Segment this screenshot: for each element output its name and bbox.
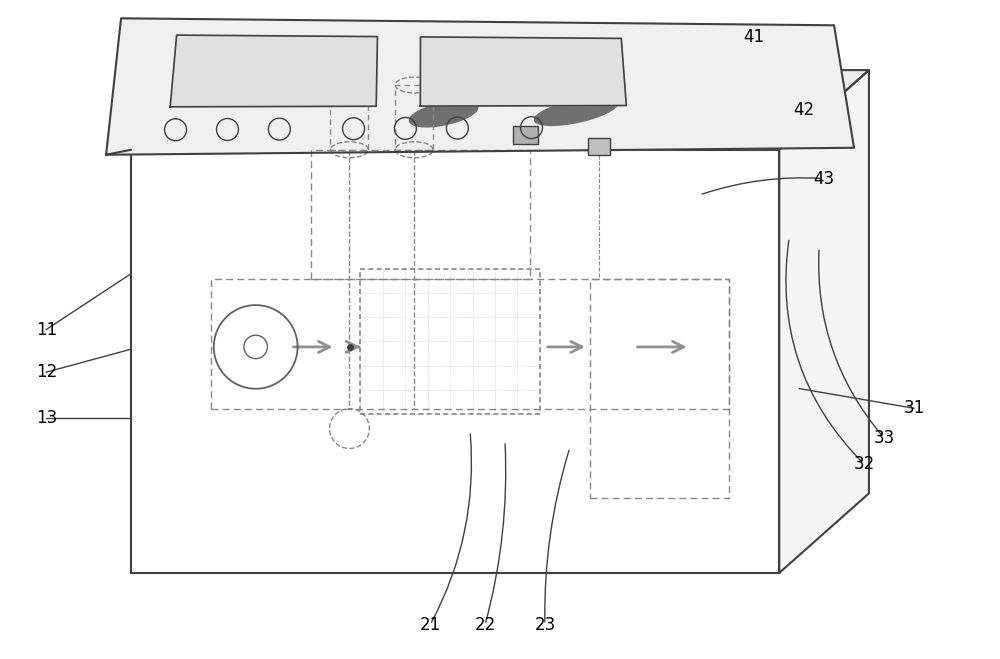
Text: 23: 23: [534, 616, 556, 634]
Text: 11: 11: [36, 320, 57, 339]
Text: 33: 33: [873, 429, 895, 447]
Bar: [588, 138, 610, 155]
Text: 31: 31: [903, 399, 924, 417]
Polygon shape: [106, 18, 854, 155]
Bar: [590, 279, 729, 498]
Bar: [513, 126, 538, 144]
Text: 13: 13: [36, 409, 57, 427]
Polygon shape: [420, 37, 626, 106]
Bar: [360, 270, 540, 414]
Text: 32: 32: [853, 455, 875, 473]
Bar: [330, 85, 368, 150]
Text: 12: 12: [36, 363, 57, 381]
Text: 42: 42: [794, 101, 815, 119]
Text: 43: 43: [814, 169, 835, 188]
Ellipse shape: [409, 101, 478, 127]
Text: 21: 21: [420, 616, 441, 634]
Ellipse shape: [534, 98, 618, 125]
Text: 22: 22: [474, 616, 496, 634]
Polygon shape: [131, 70, 869, 150]
Polygon shape: [170, 35, 377, 107]
Bar: [211, 279, 729, 409]
Bar: [395, 85, 433, 150]
Polygon shape: [779, 70, 869, 573]
Text: 41: 41: [744, 28, 765, 47]
Bar: [311, 150, 530, 279]
